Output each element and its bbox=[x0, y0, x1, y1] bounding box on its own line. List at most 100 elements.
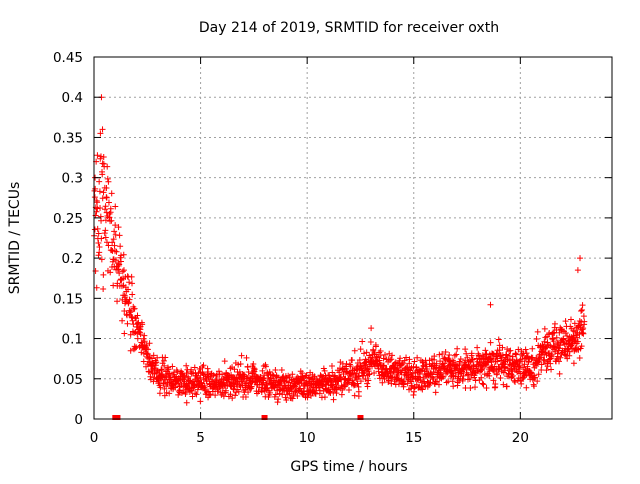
data-point bbox=[579, 302, 586, 309]
data-point bbox=[574, 267, 581, 274]
data-point bbox=[487, 339, 494, 346]
data-point bbox=[431, 353, 438, 360]
plot-frame bbox=[93, 56, 613, 420]
data-point bbox=[158, 366, 165, 373]
data-point bbox=[410, 392, 417, 399]
data-point bbox=[124, 320, 131, 327]
data-point bbox=[124, 273, 131, 280]
data-point bbox=[103, 194, 110, 201]
data-point bbox=[545, 341, 552, 348]
data-point bbox=[183, 362, 190, 369]
data-point bbox=[289, 395, 296, 402]
data-point bbox=[119, 317, 126, 324]
data-point bbox=[200, 362, 207, 369]
data-point bbox=[294, 393, 301, 400]
data-point bbox=[541, 338, 548, 345]
data-point bbox=[419, 358, 426, 365]
data-point bbox=[92, 185, 99, 192]
data-point bbox=[513, 351, 520, 358]
data-point bbox=[497, 374, 504, 381]
data-point bbox=[243, 354, 250, 361]
data-point bbox=[503, 352, 510, 359]
data-point bbox=[102, 203, 109, 210]
data-point bbox=[580, 313, 587, 320]
data-point bbox=[100, 189, 107, 196]
data-point bbox=[128, 273, 135, 280]
data-point bbox=[232, 392, 239, 399]
data-point bbox=[95, 252, 102, 259]
data-point bbox=[126, 279, 133, 286]
data-point bbox=[180, 387, 187, 394]
data-point bbox=[244, 363, 251, 370]
data-point bbox=[162, 354, 169, 361]
data-point bbox=[97, 130, 104, 137]
data-point bbox=[231, 366, 238, 373]
data-point bbox=[388, 380, 395, 387]
data-point bbox=[96, 188, 103, 195]
y-tick-label: 0.2 bbox=[62, 251, 83, 267]
data-point bbox=[483, 350, 490, 357]
data-point bbox=[375, 353, 382, 360]
data-point bbox=[351, 347, 358, 354]
data-point bbox=[474, 344, 481, 351]
data-point bbox=[577, 255, 584, 262]
data-point bbox=[551, 320, 558, 327]
data-point bbox=[103, 185, 110, 192]
data-point bbox=[453, 362, 460, 369]
data-points bbox=[91, 94, 588, 406]
data-point bbox=[450, 383, 457, 390]
data-point bbox=[355, 373, 362, 380]
data-point bbox=[333, 381, 340, 388]
data-point bbox=[129, 328, 136, 335]
data-point bbox=[112, 222, 119, 229]
data-point bbox=[125, 299, 132, 306]
data-point bbox=[246, 374, 253, 381]
data-point bbox=[237, 360, 244, 367]
data-point bbox=[255, 388, 262, 395]
data-point bbox=[94, 199, 101, 206]
data-point bbox=[439, 350, 446, 357]
data-point bbox=[487, 301, 494, 308]
data-point bbox=[115, 266, 122, 273]
data-point bbox=[462, 362, 469, 369]
data-point bbox=[490, 377, 497, 384]
data-point bbox=[515, 346, 522, 353]
data-point bbox=[117, 243, 124, 250]
y-tick-label: 0 bbox=[74, 412, 83, 428]
data-point bbox=[432, 378, 439, 385]
data-point bbox=[566, 348, 573, 355]
data-point bbox=[411, 385, 418, 392]
data-point bbox=[580, 325, 587, 332]
data-point bbox=[367, 338, 374, 345]
data-point bbox=[368, 325, 375, 332]
data-point bbox=[535, 371, 542, 378]
data-point bbox=[91, 226, 98, 233]
data-point bbox=[266, 368, 273, 375]
data-point bbox=[457, 355, 464, 362]
data-point bbox=[477, 366, 484, 373]
data-point bbox=[100, 153, 107, 160]
data-point bbox=[345, 387, 352, 394]
data-point bbox=[357, 346, 364, 353]
data-point bbox=[233, 389, 240, 396]
data-point bbox=[499, 344, 506, 351]
data-point bbox=[411, 358, 418, 365]
data-point bbox=[365, 377, 372, 384]
data-point bbox=[144, 346, 151, 353]
data-point bbox=[566, 352, 573, 359]
data-point bbox=[108, 190, 115, 197]
x-tick-label: 10 bbox=[299, 430, 316, 446]
data-point bbox=[433, 360, 440, 367]
data-point bbox=[483, 385, 490, 392]
data-point bbox=[102, 227, 109, 234]
gap-marker bbox=[357, 415, 364, 420]
data-point bbox=[105, 178, 112, 185]
y-tick-label: 0.45 bbox=[53, 50, 83, 66]
data-point bbox=[197, 398, 204, 405]
data-point bbox=[128, 313, 135, 320]
data-point bbox=[453, 351, 460, 358]
data-point bbox=[112, 231, 119, 238]
y-tick-label: 0.35 bbox=[53, 130, 83, 146]
data-point bbox=[386, 357, 393, 364]
